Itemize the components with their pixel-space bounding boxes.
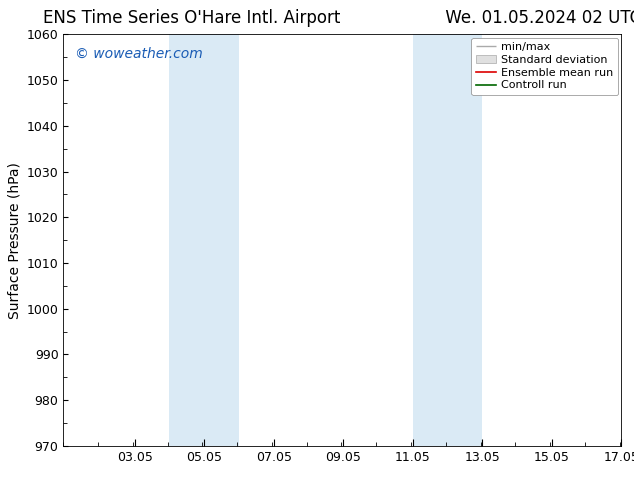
Y-axis label: Surface Pressure (hPa): Surface Pressure (hPa) (7, 162, 21, 318)
Legend: min/max, Standard deviation, Ensemble mean run, Controll run: min/max, Standard deviation, Ensemble me… (471, 38, 618, 95)
Title: ENS Time Series O'Hare Intl. Airport                    We. 01.05.2024 02 UTC: ENS Time Series O'Hare Intl. Airport We.… (43, 9, 634, 27)
Text: © woweather.com: © woweather.com (75, 47, 202, 61)
Bar (413, 34, 482, 446)
Bar (169, 34, 239, 446)
